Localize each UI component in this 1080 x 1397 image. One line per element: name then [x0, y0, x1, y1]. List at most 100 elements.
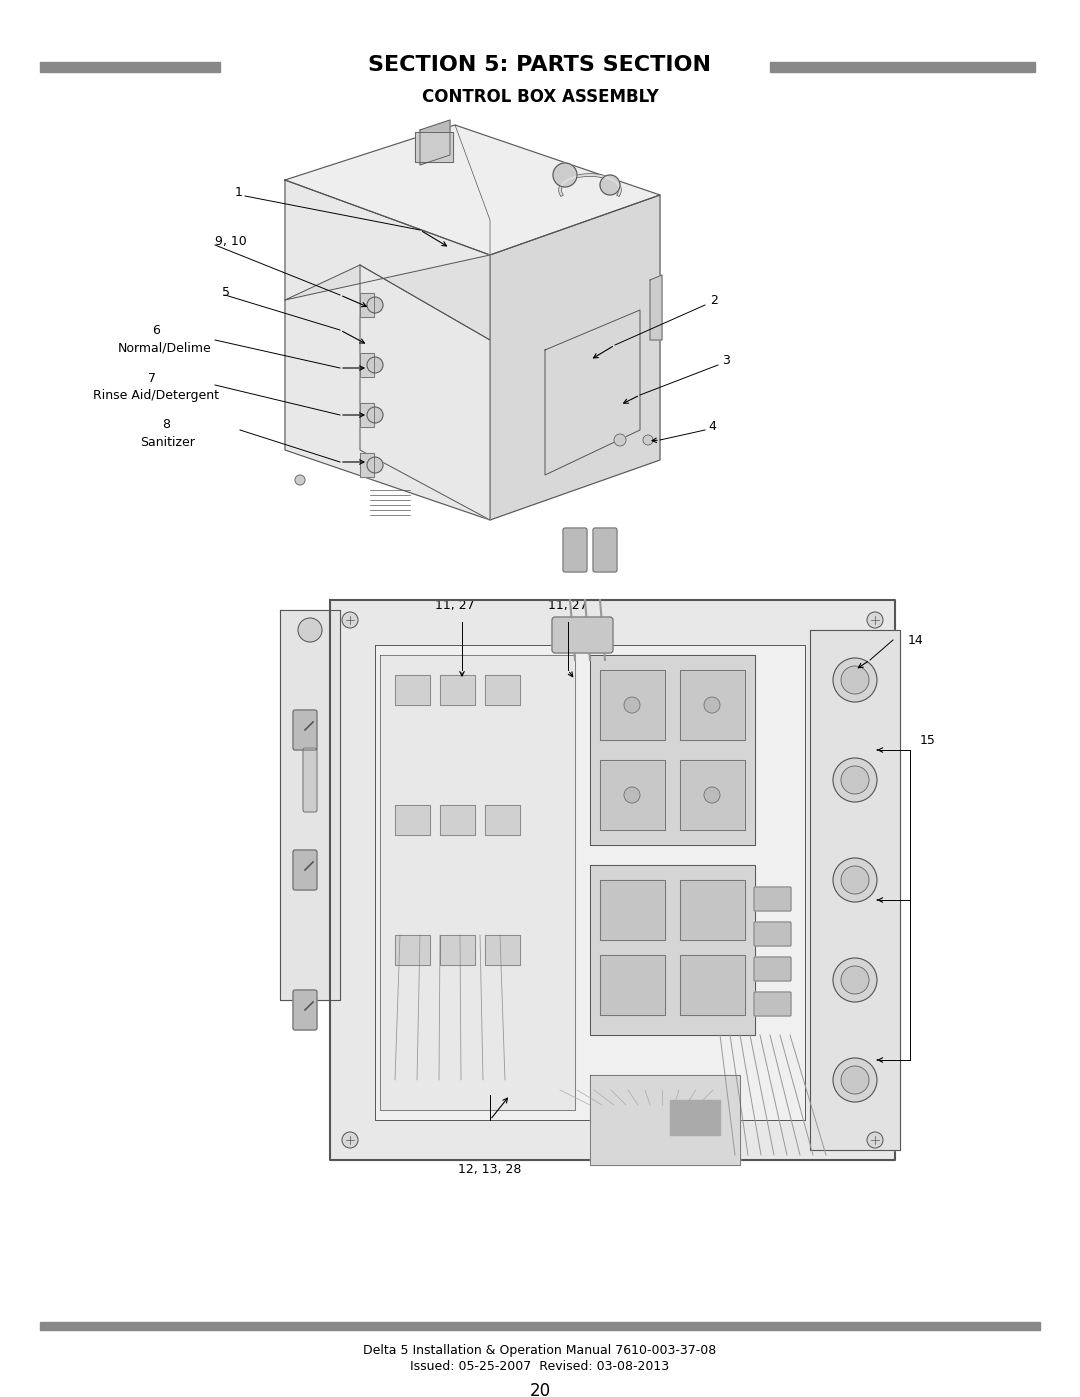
Polygon shape — [650, 275, 662, 339]
Polygon shape — [420, 120, 450, 165]
Bar — [415, 131, 453, 162]
Bar — [600, 956, 665, 1016]
Bar — [600, 760, 665, 830]
Bar — [440, 675, 475, 705]
Circle shape — [841, 965, 869, 995]
Circle shape — [295, 475, 305, 485]
Bar — [360, 453, 374, 476]
Text: SECTION 5: PARTS SECTION: SECTION 5: PARTS SECTION — [368, 54, 712, 75]
Text: 15: 15 — [920, 733, 936, 746]
Bar — [485, 675, 519, 705]
FancyBboxPatch shape — [293, 849, 318, 890]
Bar — [440, 675, 475, 705]
Bar — [440, 805, 475, 835]
Text: 2: 2 — [710, 293, 718, 306]
Bar — [680, 671, 745, 740]
Text: Rinse Aid/Detergent: Rinse Aid/Detergent — [93, 390, 219, 402]
Bar — [590, 865, 755, 1035]
Text: 3: 3 — [723, 353, 730, 366]
Bar — [40, 61, 220, 73]
Circle shape — [833, 958, 877, 1002]
Polygon shape — [490, 196, 660, 520]
FancyBboxPatch shape — [293, 710, 318, 750]
Circle shape — [367, 298, 383, 313]
Bar — [680, 760, 745, 830]
Bar — [680, 880, 745, 940]
FancyBboxPatch shape — [293, 990, 318, 1030]
Circle shape — [867, 612, 883, 629]
Bar — [360, 353, 374, 377]
Circle shape — [704, 787, 720, 803]
Bar — [590, 1076, 740, 1165]
Bar — [680, 956, 745, 1016]
Polygon shape — [285, 180, 490, 520]
Bar — [600, 671, 665, 740]
Text: 9, 10: 9, 10 — [215, 236, 246, 249]
Bar — [395, 805, 430, 835]
Bar — [395, 675, 430, 705]
Bar — [440, 935, 475, 965]
FancyBboxPatch shape — [754, 922, 791, 946]
Bar — [40, 1322, 1040, 1330]
Text: 14: 14 — [908, 633, 923, 647]
Bar — [680, 880, 745, 940]
Bar — [770, 61, 1035, 73]
Polygon shape — [360, 265, 490, 520]
Circle shape — [643, 434, 653, 446]
Circle shape — [367, 407, 383, 423]
FancyBboxPatch shape — [754, 887, 791, 911]
Bar — [810, 630, 900, 1150]
Bar — [590, 655, 755, 845]
FancyBboxPatch shape — [593, 528, 617, 571]
Bar — [670, 1099, 720, 1134]
Bar — [680, 760, 745, 830]
Text: Sanitizer: Sanitizer — [140, 436, 194, 450]
FancyBboxPatch shape — [754, 957, 791, 981]
Bar — [600, 671, 665, 740]
Bar — [485, 805, 519, 835]
Circle shape — [342, 612, 357, 629]
Circle shape — [841, 766, 869, 793]
Bar — [330, 599, 895, 1160]
Text: 1: 1 — [235, 187, 243, 200]
Text: 8: 8 — [162, 419, 170, 432]
Bar — [680, 671, 745, 740]
Circle shape — [298, 617, 322, 643]
Bar — [280, 610, 340, 1000]
Circle shape — [841, 666, 869, 694]
Bar — [415, 131, 453, 162]
Text: Normal/Delime: Normal/Delime — [118, 341, 212, 355]
Polygon shape — [285, 256, 490, 339]
Text: 4: 4 — [708, 419, 716, 433]
Bar — [395, 805, 430, 835]
Bar — [360, 353, 374, 377]
Circle shape — [833, 759, 877, 802]
Circle shape — [833, 858, 877, 902]
Circle shape — [553, 163, 577, 187]
Circle shape — [615, 434, 626, 446]
Text: Issued: 05-25-2007  Revised: 03-08-2013: Issued: 05-25-2007 Revised: 03-08-2013 — [410, 1361, 670, 1373]
Bar — [375, 645, 805, 1120]
Bar — [680, 956, 745, 1016]
Circle shape — [704, 697, 720, 712]
Text: 7: 7 — [148, 372, 156, 384]
Text: 12, 13, 28: 12, 13, 28 — [458, 1164, 522, 1176]
Bar — [600, 880, 665, 940]
FancyBboxPatch shape — [563, 528, 588, 571]
Circle shape — [841, 1066, 869, 1094]
FancyBboxPatch shape — [303, 747, 318, 812]
Bar — [360, 453, 374, 476]
Text: Delta 5 Installation & Operation Manual 7610-003-37-08: Delta 5 Installation & Operation Manual … — [363, 1344, 717, 1356]
Bar — [600, 880, 665, 940]
Bar — [360, 293, 374, 317]
Bar — [485, 675, 519, 705]
Bar — [440, 805, 475, 835]
Text: 20: 20 — [529, 1382, 551, 1397]
Bar — [600, 956, 665, 1016]
Circle shape — [867, 1132, 883, 1148]
Circle shape — [367, 358, 383, 373]
Bar — [440, 935, 475, 965]
Bar — [380, 655, 575, 1111]
FancyBboxPatch shape — [754, 992, 791, 1016]
Circle shape — [833, 658, 877, 703]
